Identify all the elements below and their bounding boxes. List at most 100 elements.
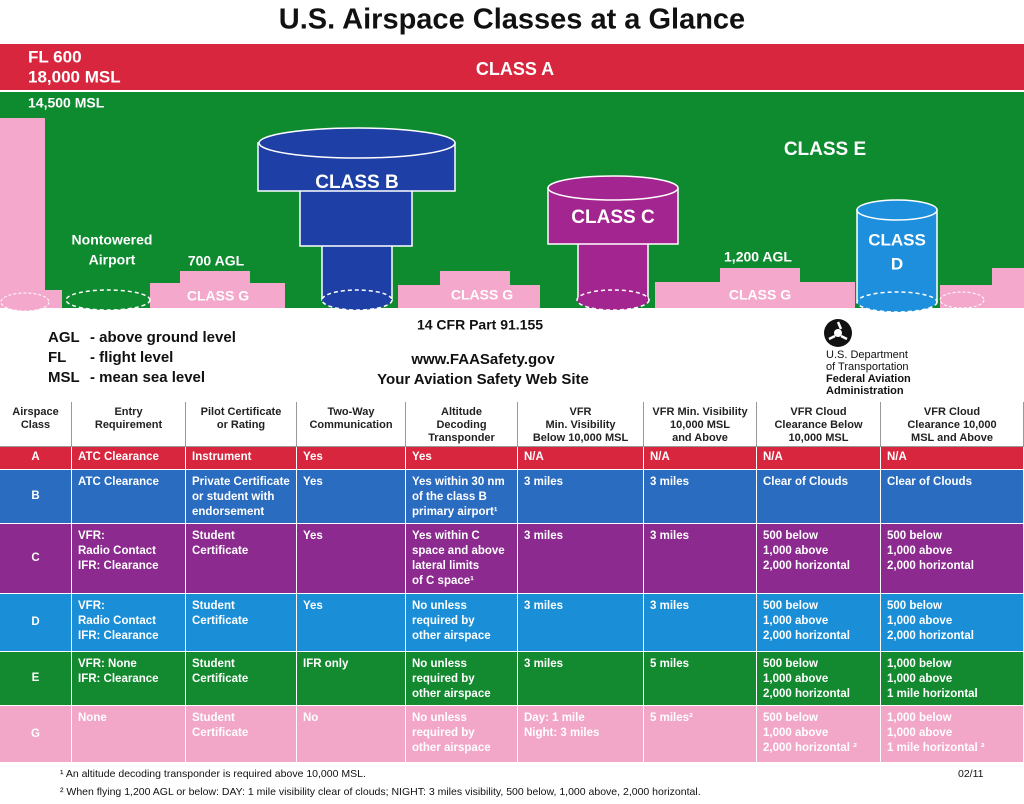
table-cell: VFR: Radio Contact IFR: Clearance xyxy=(72,524,186,594)
table-cell: VFR: Radio Contact IFR: Clearance xyxy=(72,594,186,652)
table-cell: Private Certificate or student with endors… xyxy=(186,470,297,524)
cell-line: Class xyxy=(20,419,51,431)
cell-line: Min. Visibility xyxy=(545,419,616,431)
cell-line: 500 below xyxy=(887,530,942,542)
header-cell: VFR Cloud Clearance Below 10,000 MSL xyxy=(757,402,881,447)
cell-line: Radio Contact xyxy=(78,545,156,557)
dot-text: Administration xyxy=(826,385,904,397)
cell-line: Yes within C xyxy=(412,530,480,542)
class-a-band xyxy=(0,44,1024,90)
label: D xyxy=(891,254,903,273)
nontowered-airport xyxy=(65,289,151,311)
cell-line: Certificate xyxy=(192,673,249,685)
cell-line: 3 miles xyxy=(524,600,563,612)
cell-line: 1,000 above xyxy=(763,615,829,627)
cell-line: Private Certificate xyxy=(192,476,290,488)
cell-line: No xyxy=(303,712,319,724)
cell-line: 1,000 above xyxy=(763,673,829,685)
header-cell: Entry Requirement xyxy=(72,402,186,447)
cell-line: ATC Clearance xyxy=(78,451,159,463)
table-cell: No unless required by other airspace xyxy=(406,594,518,652)
cell-line: Clear of Clouds xyxy=(887,476,972,488)
date: 02/11 xyxy=(958,768,984,780)
cell-line: Night: 3 miles xyxy=(524,727,600,739)
cell-line: Yes xyxy=(412,451,432,463)
cell-line: Yes xyxy=(303,451,323,463)
cell-line: N/A xyxy=(887,451,907,463)
cell-line: None xyxy=(78,712,107,724)
table-cell: 3 miles xyxy=(518,594,644,652)
dot-logo xyxy=(824,319,852,347)
cell-line: 500 below xyxy=(887,600,942,612)
cell-line: Clear of Clouds xyxy=(763,476,848,488)
cell-line: 2,000 horizontal xyxy=(887,560,974,572)
title: U.S. Airspace Classes at a Glance xyxy=(279,4,745,36)
table-cell: 500 below 1,000 above 2,000 horizontal xyxy=(757,524,881,594)
table-cell: A xyxy=(0,447,72,470)
cell-line: required by xyxy=(412,727,475,739)
cell-line: 1 mile horizontal ² xyxy=(887,742,985,754)
cell-line: 5 miles² xyxy=(650,712,693,724)
table-cell: Instrument xyxy=(186,447,297,470)
cell-line: IFR: Clearance xyxy=(78,630,159,642)
cell-line: 3 miles xyxy=(524,658,563,670)
header-cell: Airspace Class xyxy=(0,402,72,447)
table-cell: Student Certificate xyxy=(186,594,297,652)
cell-line: Two-Way xyxy=(327,406,375,418)
cell-line: 1,000 above xyxy=(763,545,829,557)
table-cell: 5 miles² xyxy=(644,706,757,763)
cell-line: No unless xyxy=(412,658,467,670)
cell-line: required by xyxy=(412,673,475,685)
cell-line: IFR only xyxy=(303,658,349,670)
cell-line: 2,000 horizontal xyxy=(763,560,850,572)
cell-line: Student xyxy=(192,600,235,612)
cell-line: E xyxy=(31,672,40,684)
cell-line: Student xyxy=(192,658,235,670)
cell-line: VFR Cloud xyxy=(923,406,981,418)
table-cell: N/A xyxy=(881,447,1024,470)
cell-line: 3 miles xyxy=(650,600,689,612)
cell-line: Decoding xyxy=(436,419,487,431)
cell-line: 500 below xyxy=(763,600,818,612)
label: CLASS E xyxy=(784,139,866,160)
cell-line: other airspace xyxy=(412,742,491,754)
table-cell: Student Certificate xyxy=(186,706,297,763)
table-cell: No unless required by other airspace xyxy=(406,652,518,706)
table-cell: 3 miles xyxy=(518,652,644,706)
table-cell: G xyxy=(0,706,72,763)
table-cell: E xyxy=(0,652,72,706)
diagram: U.S. Airspace Classes at a Glance FL 600… xyxy=(0,4,1024,397)
label: CLASS G xyxy=(187,288,249,304)
airport xyxy=(939,291,985,309)
cell-line: 1,000 below xyxy=(887,658,952,670)
cell-line: ATC Clearance xyxy=(78,476,159,488)
label: CLASS A xyxy=(476,59,554,79)
label: CLASS C xyxy=(571,207,655,228)
label: CLASS G xyxy=(451,287,513,303)
cell-line: Altitude xyxy=(441,406,482,418)
cell-line: 2,000 horizontal xyxy=(763,630,850,642)
table-cell: Yes xyxy=(406,447,518,470)
dot-text: of Transportation xyxy=(826,361,909,373)
cell-line: 1,000 above xyxy=(763,727,829,739)
header-cell: Pilot Certificate or Rating xyxy=(186,402,297,447)
cell-line: VFR: None xyxy=(78,658,137,670)
header-cell: VFR Cloud Clearance 10,000 MSL and Above xyxy=(881,402,1024,447)
cell-line: Pilot Certificate xyxy=(200,406,282,418)
cell-line: Below 10,000 MSL xyxy=(532,432,629,444)
cell-line: N/A xyxy=(763,451,783,463)
footnote: ¹ An altitude decoding transponder is re… xyxy=(60,768,366,780)
cell-line: required by xyxy=(412,615,475,627)
table-cell: ATC Clearance xyxy=(72,470,186,524)
table-cell: 3 miles xyxy=(518,470,644,524)
cell-line: Student xyxy=(192,712,235,724)
legend-abbr: FL xyxy=(48,349,66,366)
cell-line: C xyxy=(31,552,40,564)
table-cell: Yes within C space and above lateral limit… xyxy=(406,524,518,594)
cell-line: VFR Cloud xyxy=(790,406,847,418)
table-cell: 500 below 1,000 above 2,000 horizontal ² xyxy=(757,706,881,763)
cell-line: Certificate xyxy=(192,727,249,739)
label: Airport xyxy=(89,252,136,268)
cell-line: other airspace xyxy=(412,688,491,700)
